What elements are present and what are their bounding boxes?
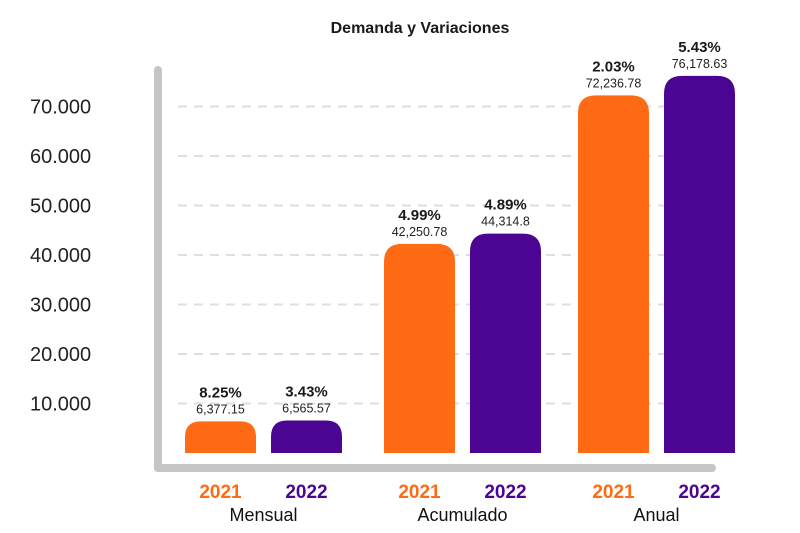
bars xyxy=(185,75,735,454)
value-label: 44,314.8 xyxy=(481,215,530,229)
value-label: 76,178.63 xyxy=(672,57,728,71)
year-label: 2022 xyxy=(678,482,720,503)
year-label: 2022 xyxy=(285,482,327,503)
y-tick-label: 10.000 xyxy=(30,394,91,416)
bar-anual-2021 xyxy=(578,95,649,453)
variation-label: 3.43% xyxy=(285,384,328,401)
chart-title: Demanda y Variaciones xyxy=(331,20,510,37)
group-label: Acumulado xyxy=(417,505,507,525)
group-label: Mensual xyxy=(229,505,297,525)
bar-mensual-2022 xyxy=(271,420,342,453)
variation-label: 2.03% xyxy=(592,58,635,75)
variation-label: 4.99% xyxy=(398,207,441,224)
y-tick-label: 60.000 xyxy=(30,146,91,168)
bar-acumulado-2022 xyxy=(470,233,541,453)
group-label: Anual xyxy=(633,505,679,525)
year-label: 2022 xyxy=(484,482,526,503)
variation-label: 4.89% xyxy=(484,197,527,214)
value-label: 6,377.15 xyxy=(196,402,245,416)
y-tick-label: 20.000 xyxy=(30,344,91,366)
variation-label: 5.43% xyxy=(678,39,721,56)
value-label: 6,565.57 xyxy=(282,402,331,416)
y-tick-label: 70.000 xyxy=(30,97,91,119)
y-tick-label: 50.000 xyxy=(30,196,91,218)
axes xyxy=(154,66,716,472)
bar-acumulado-2021 xyxy=(384,243,455,453)
variation-label: 8.25% xyxy=(199,384,242,401)
gridlines xyxy=(178,105,735,405)
value-label: 42,250.78 xyxy=(392,225,448,239)
y-tick-label: 30.000 xyxy=(30,295,91,317)
year-label: 2021 xyxy=(199,482,242,503)
y-axis-ticks: 10.000 20.000 30.000 40.000 50.000 60.000 70.0… xyxy=(30,97,91,416)
bar-anual-2022 xyxy=(664,75,735,454)
data-labels: 8.25%6,377.15 3.43%6,565.57 4.99%42,250.78… xyxy=(196,39,727,417)
year-label: 2021 xyxy=(398,482,441,503)
bar-mensual-2021 xyxy=(185,421,256,453)
value-label: 72,236.78 xyxy=(586,76,642,90)
y-tick-label: 40.000 xyxy=(30,245,91,267)
year-label: 2021 xyxy=(592,482,635,503)
